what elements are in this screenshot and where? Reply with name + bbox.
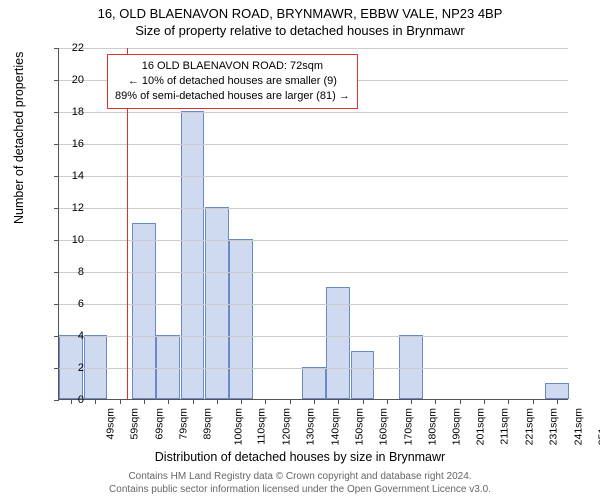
x-tick-label: 49sqm xyxy=(105,408,117,440)
y-tick-label: 12 xyxy=(60,202,84,214)
x-tick-label: 201sqm xyxy=(475,408,487,445)
x-tick-label: 130sqm xyxy=(305,408,317,445)
x-tick-mark xyxy=(144,399,145,404)
y-tick-mark xyxy=(54,80,59,81)
y-tick-mark xyxy=(54,112,59,113)
x-tick-mark xyxy=(265,399,266,404)
x-tick-label: 59sqm xyxy=(129,408,141,440)
x-tick-mark xyxy=(411,399,412,404)
bar xyxy=(205,207,229,399)
x-tick-label: 110sqm xyxy=(255,408,267,445)
annotation-box: 16 OLD BLAENAVON ROAD: 72sqm ← 10% of de… xyxy=(107,54,358,109)
y-tick-label: 6 xyxy=(60,298,84,310)
y-tick-label: 14 xyxy=(60,170,84,182)
bar xyxy=(351,351,375,399)
y-tick-mark xyxy=(54,336,59,337)
x-tick-label: 69sqm xyxy=(153,408,165,440)
x-tick-mark xyxy=(120,399,121,404)
x-tick-label: 180sqm xyxy=(426,408,438,445)
y-tick-label: 18 xyxy=(60,106,84,118)
x-tick-label: 211sqm xyxy=(498,408,510,445)
bar xyxy=(302,367,326,399)
chart-title-description: Size of property relative to detached ho… xyxy=(0,21,600,38)
y-tick-label: 4 xyxy=(60,330,84,342)
x-tick-label: 120sqm xyxy=(281,408,293,445)
annotation-line1: 16 OLD BLAENAVON ROAD: 72sqm xyxy=(115,59,350,74)
bar xyxy=(399,335,423,399)
x-tick-label: 89sqm xyxy=(202,408,214,440)
x-tick-label: 170sqm xyxy=(402,408,414,445)
annotation-line3: 89% of semi-detached houses are larger (… xyxy=(115,89,350,104)
x-tick-label: 79sqm xyxy=(178,408,190,440)
x-tick-label: 150sqm xyxy=(353,408,365,445)
x-tick-label: 190sqm xyxy=(451,408,463,445)
x-tick-label: 100sqm xyxy=(232,408,244,445)
plot-area: 16 OLD BLAENAVON ROAD: 72sqm ← 10% of de… xyxy=(58,48,568,400)
y-tick-label: 16 xyxy=(60,138,84,150)
x-tick-mark xyxy=(363,399,364,404)
x-tick-label: 160sqm xyxy=(378,408,390,445)
x-tick-label: 231sqm xyxy=(548,408,560,445)
y-axis-label: Number of detached properties xyxy=(12,52,26,224)
bar xyxy=(84,335,108,399)
y-tick-mark xyxy=(54,144,59,145)
x-tick-mark xyxy=(314,399,315,404)
x-axis-label: Distribution of detached houses by size … xyxy=(0,450,600,464)
y-tick-label: 22 xyxy=(60,42,84,54)
x-tick-label: 241sqm xyxy=(572,408,584,445)
y-tick-label: 2 xyxy=(60,362,84,374)
y-tick-mark xyxy=(54,48,59,49)
y-tick-label: 20 xyxy=(60,74,84,86)
copyright-line2: Contains public sector information licen… xyxy=(0,483,600,496)
y-tick-label: 0 xyxy=(60,394,84,406)
x-tick-mark xyxy=(168,399,169,404)
x-tick-label: 140sqm xyxy=(329,408,341,445)
y-tick-mark xyxy=(54,208,59,209)
x-tick-mark xyxy=(193,399,194,404)
y-tick-label: 8 xyxy=(60,266,84,278)
bar xyxy=(156,335,180,399)
x-tick-mark xyxy=(241,399,242,404)
x-tick-mark xyxy=(338,399,339,404)
x-tick-mark xyxy=(217,399,218,404)
x-tick-label: 221sqm xyxy=(523,408,535,445)
copyright-notice: Contains HM Land Registry data © Crown c… xyxy=(0,470,600,496)
y-tick-mark xyxy=(54,176,59,177)
y-tick-mark xyxy=(54,240,59,241)
x-tick-mark xyxy=(484,399,485,404)
x-tick-mark xyxy=(508,399,509,404)
x-tick-mark xyxy=(435,399,436,404)
copyright-line1: Contains HM Land Registry data © Crown c… xyxy=(0,470,600,483)
y-tick-mark xyxy=(54,400,59,401)
y-tick-mark xyxy=(54,304,59,305)
y-tick-label: 10 xyxy=(60,234,84,246)
x-tick-label: 251sqm xyxy=(596,408,600,445)
x-tick-mark xyxy=(95,399,96,404)
bar xyxy=(132,223,156,399)
y-tick-mark xyxy=(54,368,59,369)
x-tick-mark xyxy=(533,399,534,404)
x-tick-mark xyxy=(387,399,388,404)
x-tick-mark xyxy=(290,399,291,404)
bar xyxy=(545,383,569,399)
bar xyxy=(229,239,253,399)
annotation-line2: ← 10% of detached houses are smaller (9) xyxy=(115,74,350,89)
chart-title-address: 16, OLD BLAENAVON ROAD, BRYNMAWR, EBBW V… xyxy=(0,0,600,21)
property-size-chart: 16, OLD BLAENAVON ROAD, BRYNMAWR, EBBW V… xyxy=(0,0,600,500)
bar xyxy=(326,287,350,399)
bar xyxy=(181,111,205,399)
x-tick-mark xyxy=(557,399,558,404)
y-tick-mark xyxy=(54,272,59,273)
x-tick-mark xyxy=(460,399,461,404)
